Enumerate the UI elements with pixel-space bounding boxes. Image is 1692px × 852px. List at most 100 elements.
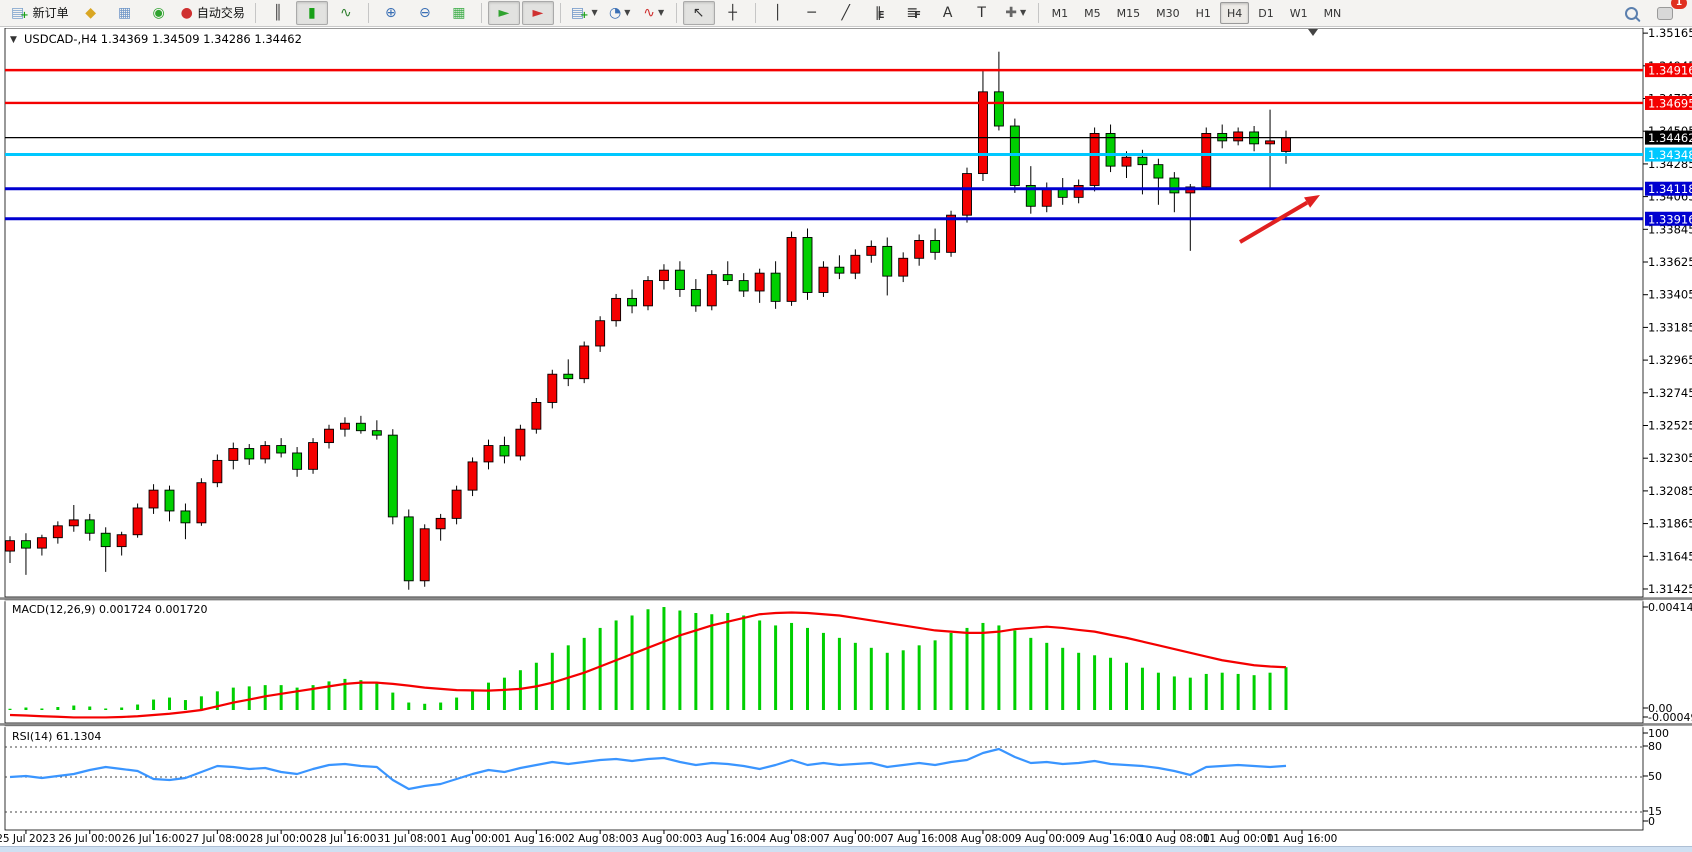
macd-histogram-bar [901,650,905,710]
shapes-button[interactable]: ✚ ▼ [1000,1,1032,25]
macd-histogram-bar [183,700,187,710]
macd-histogram-bar [327,681,331,710]
clock-icon: ◔ [608,5,622,21]
crosshair-icon: ┼ [728,5,737,21]
price-tick-label: 1.33845 [1648,222,1692,236]
candle-body [371,430,382,436]
auto-trading-button[interactable]: ● 自动交易 [177,1,249,25]
time-axis-label: 11 Aug 00:00 [1203,833,1274,845]
timeframe-m30-button[interactable]: M30 [1156,6,1180,20]
timeframe-mn-button[interactable]: MN [1323,6,1342,20]
candle-body [706,274,717,307]
timeframe-m5-button[interactable]: M5 [1084,6,1101,20]
market-watch-button[interactable]: ◆ [75,1,107,25]
equidistant-channel-button[interactable]: ∥ E [864,1,896,25]
main-chart-panel[interactable] [4,27,1644,598]
dropdown-caret-icon: ▼ [657,8,665,17]
price-axis[interactable]: 1.351651.349451.347251.345051.342851.340… [1643,26,1692,596]
macd-histogram-bar [678,610,682,710]
macd-histogram-bar [439,702,443,710]
line-chart-button[interactable]: ∿ [330,1,362,25]
time-axis-label: 27 Jul 08:00 [186,833,249,845]
price-tick-label: 1.32745 [1648,386,1692,400]
rsi-axis-label: 100 [1648,727,1669,740]
time-axis[interactable]: 25 Jul 2023 26 Jul 00:00 26 Jul 16:00 27 Ju… [0,830,1337,845]
notifications-button[interactable]: 1 [1649,0,1687,25]
bar-chart-button[interactable]: ║ [262,1,294,25]
toolbar-separator [754,3,756,23]
macd-signal-line [9,611,1287,719]
auto-scroll-button[interactable]: ► [487,1,520,25]
macd-histogram-bar [933,640,937,710]
chart-object-toggle-icon[interactable]: ▼ [10,35,17,45]
chart-shift-button[interactable]: ► [521,1,554,25]
new-order-button[interactable]: ▤ + 新订单 [7,1,73,25]
candle-body [1153,164,1164,179]
macd-histogram-bar [152,699,156,710]
price-tick-label: 1.32305 [1648,451,1692,465]
macd-histogram-bar [742,615,746,710]
toolbar-separator [367,3,369,23]
macd-histogram-bar [88,706,92,710]
indicators-button[interactable]: ∿ ▼ [638,1,670,25]
macd-histogram-bar [949,632,953,710]
text-button[interactable]: A [932,1,964,25]
candle-body [802,237,813,293]
macd-histogram-bar [1125,662,1128,710]
timeframe-d1-button[interactable]: D1 [1258,6,1274,20]
cursor-arrow-icon: ↖ [692,5,705,21]
candle-body [196,482,207,524]
chart-canvas[interactable]: 1.351651.349451.347251.345051.342851.340… [0,26,1692,846]
timeframe-m15-button[interactable]: M15 [1116,6,1141,20]
trendline-button[interactable]: ╱ [830,1,862,25]
macd-histogram-bar [104,708,108,710]
market-watch-icon: ◆ [85,5,97,21]
timeframe-w1-button[interactable]: W1 [1289,6,1308,20]
signals-button[interactable]: ◉ [143,1,175,25]
vertical-line-button[interactable]: │ [762,1,794,25]
search-button[interactable] [1615,1,1647,25]
periods-button[interactable]: ◔ ▼ [604,1,636,25]
macd-histogram-bar [24,707,28,710]
crosshair-button[interactable]: ┼ [717,1,749,25]
candle-body [818,266,829,293]
macd-axis-label: 0.00 [1648,702,1673,715]
rsi-panel[interactable] [4,725,1644,831]
macd-histogram-bar [502,677,506,710]
macd-histogram-bar [806,627,809,710]
macd-axis-label: -0.000495 [1648,711,1692,724]
macd-histogram-bar [965,627,969,710]
cursor-button[interactable]: ↖ [682,1,715,25]
auto-trading-button-label: 自动交易 [196,6,245,20]
candlestick-button[interactable]: ▮ [295,1,328,25]
zoom-out-button[interactable]: ⊖ [409,1,441,25]
new-chart-button[interactable]: ▤ + ▼ [567,1,602,25]
time-axis-label: 10 Aug 08:00 [1139,833,1210,845]
status-strip [0,846,1692,852]
horizontal-line-button[interactable]: ─ [796,1,828,25]
price-level-label [1645,95,1692,110]
zoom-in-button[interactable]: ⊕ [375,1,407,25]
tile-windows-button[interactable]: ▦ [443,1,475,25]
candle-body [579,345,590,380]
candle-body [882,245,893,277]
fibonacci-button[interactable]: ≣ F [898,1,930,25]
new-chart-icon: + [580,10,589,21]
macd-histogram-bar [1077,652,1081,710]
horizontal-line-icon: ─ [807,5,816,21]
macd-histogram-bar [853,642,857,710]
chart-window[interactable]: 1.351651.349451.347251.345051.342851.340… [0,26,1692,846]
signals-icon: ◉ [152,5,165,21]
chart-shift-marker[interactable] [1308,29,1318,36]
text-label-button[interactable]: T [966,1,998,25]
macd-histogram-bar [311,685,315,710]
macd-histogram-bar [1188,677,1192,710]
trend-arrow-annotation[interactable] [1238,195,1320,244]
fibonacci-icon: F [914,10,921,21]
timeframe-h1-button[interactable]: H1 [1195,6,1211,20]
line-chart-icon: ∿ [340,5,352,21]
timeframe-m1-button[interactable]: M1 [1051,6,1069,20]
auto-trading-icon: ● [180,5,193,21]
data-window-button[interactable]: ▦ [109,1,141,25]
timeframe-h4-button[interactable]: H4 [1219,2,1250,24]
